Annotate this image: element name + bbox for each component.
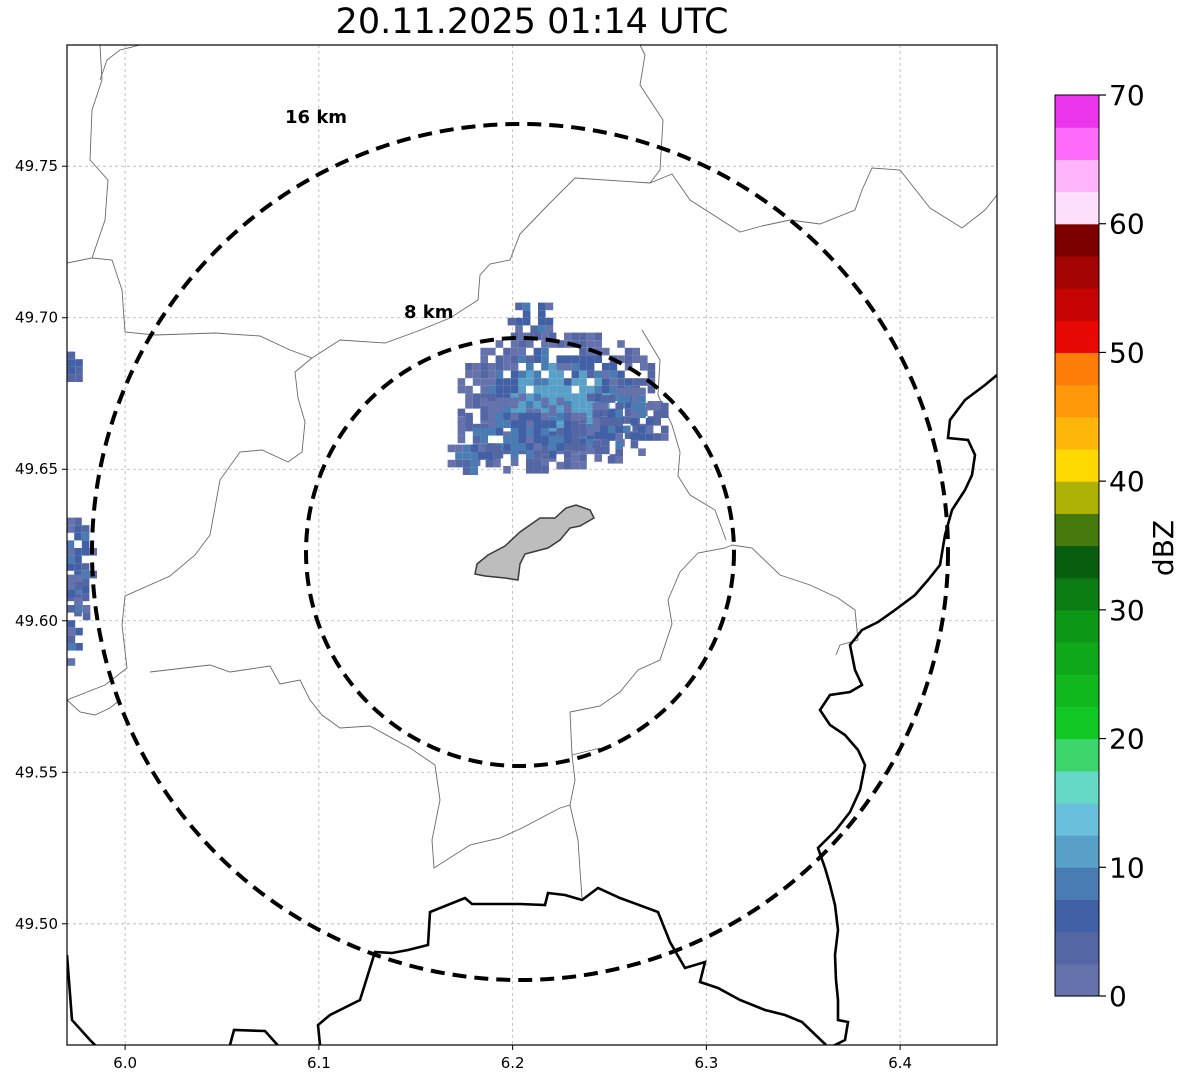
x-tick-label: 6.4: [888, 1054, 912, 1072]
colorbar-step: [1055, 352, 1099, 386]
colorbar-step: [1055, 159, 1099, 193]
colorbar-tick-label: 0: [1109, 980, 1127, 1013]
colorbar-step: [1055, 416, 1099, 450]
colorbar-step: [1055, 255, 1099, 289]
commune-borders: [67, 45, 997, 899]
map-frame: [66, 44, 998, 1046]
colorbar-step: [1055, 191, 1099, 225]
colorbar-step: [1055, 899, 1099, 933]
colorbar-tick-label: 60: [1109, 208, 1145, 241]
colorbar-step: [1055, 963, 1099, 997]
colorbar-step: [1055, 513, 1099, 547]
colorbar-step: [1055, 481, 1099, 514]
colorbar-tick-label: 40: [1109, 465, 1145, 498]
colorbar-step: [1055, 545, 1099, 579]
y-tick-label: 49.60: [15, 612, 58, 630]
map-title: 20.11.2025 01:14 UTC: [335, 2, 729, 42]
colorbar-step: [1055, 931, 1099, 965]
colorbar-tick-label: 50: [1109, 336, 1145, 369]
ring-label-16km: 16 km: [285, 107, 347, 128]
latitude-axis: 49.50 49.55 49.60 49.65 49.70 49.75: [15, 157, 67, 933]
colorbar-step: [1055, 95, 1099, 128]
range-ring-8km: [304, 336, 736, 768]
city-area: [474, 504, 595, 581]
colorbar-step: [1055, 288, 1099, 321]
colorbar-step: [1055, 127, 1099, 160]
y-tick-label: 49.75: [15, 157, 58, 175]
colorbar-step: [1055, 867, 1099, 901]
x-tick-label: 6.2: [501, 1054, 525, 1072]
colorbar-frame: [1054, 94, 1100, 997]
y-tick-label: 49.50: [15, 915, 58, 933]
colorbar-step: [1055, 770, 1099, 804]
colorbar-step: [1055, 706, 1099, 740]
colorbar-tick-label: 30: [1109, 594, 1145, 627]
colorbar-step: [1055, 320, 1099, 354]
colorbar-tick-label: 10: [1109, 851, 1145, 884]
colorbar-step: [1055, 384, 1099, 418]
colorbar-step: [1055, 738, 1099, 772]
colorbar-step: [1055, 609, 1099, 643]
colorbar-tick-label: 20: [1109, 723, 1145, 756]
colorbar-tick-label: 70: [1109, 79, 1145, 112]
colorbar: 0 10 20 30 40 50 60 70: [1054, 79, 1145, 1013]
longitude-axis: 6.0 6.1 6.2 6.3 6.4: [113, 1045, 912, 1072]
colorbar-step: [1055, 835, 1099, 868]
radar-echoes: [67, 302, 669, 666]
x-tick-label: 6.0: [113, 1054, 137, 1072]
national-border: [67, 374, 997, 1045]
colorbar-step: [1055, 802, 1099, 836]
colorbar-step: [1055, 577, 1099, 611]
colorbar-step: [1055, 223, 1099, 257]
x-tick-label: 6.3: [694, 1054, 718, 1072]
y-tick-label: 49.70: [15, 309, 58, 327]
y-tick-label: 49.65: [15, 460, 58, 478]
colorbar-step: [1055, 448, 1099, 482]
colorbar-step: [1055, 642, 1099, 675]
range-ring-16km: [90, 122, 950, 982]
colorbar-label: dBZ: [1147, 520, 1180, 576]
colorbar-step: [1055, 674, 1099, 707]
y-tick-label: 49.55: [15, 763, 58, 781]
x-tick-label: 6.1: [307, 1054, 331, 1072]
ring-label-8km: 8 km: [404, 302, 454, 323]
